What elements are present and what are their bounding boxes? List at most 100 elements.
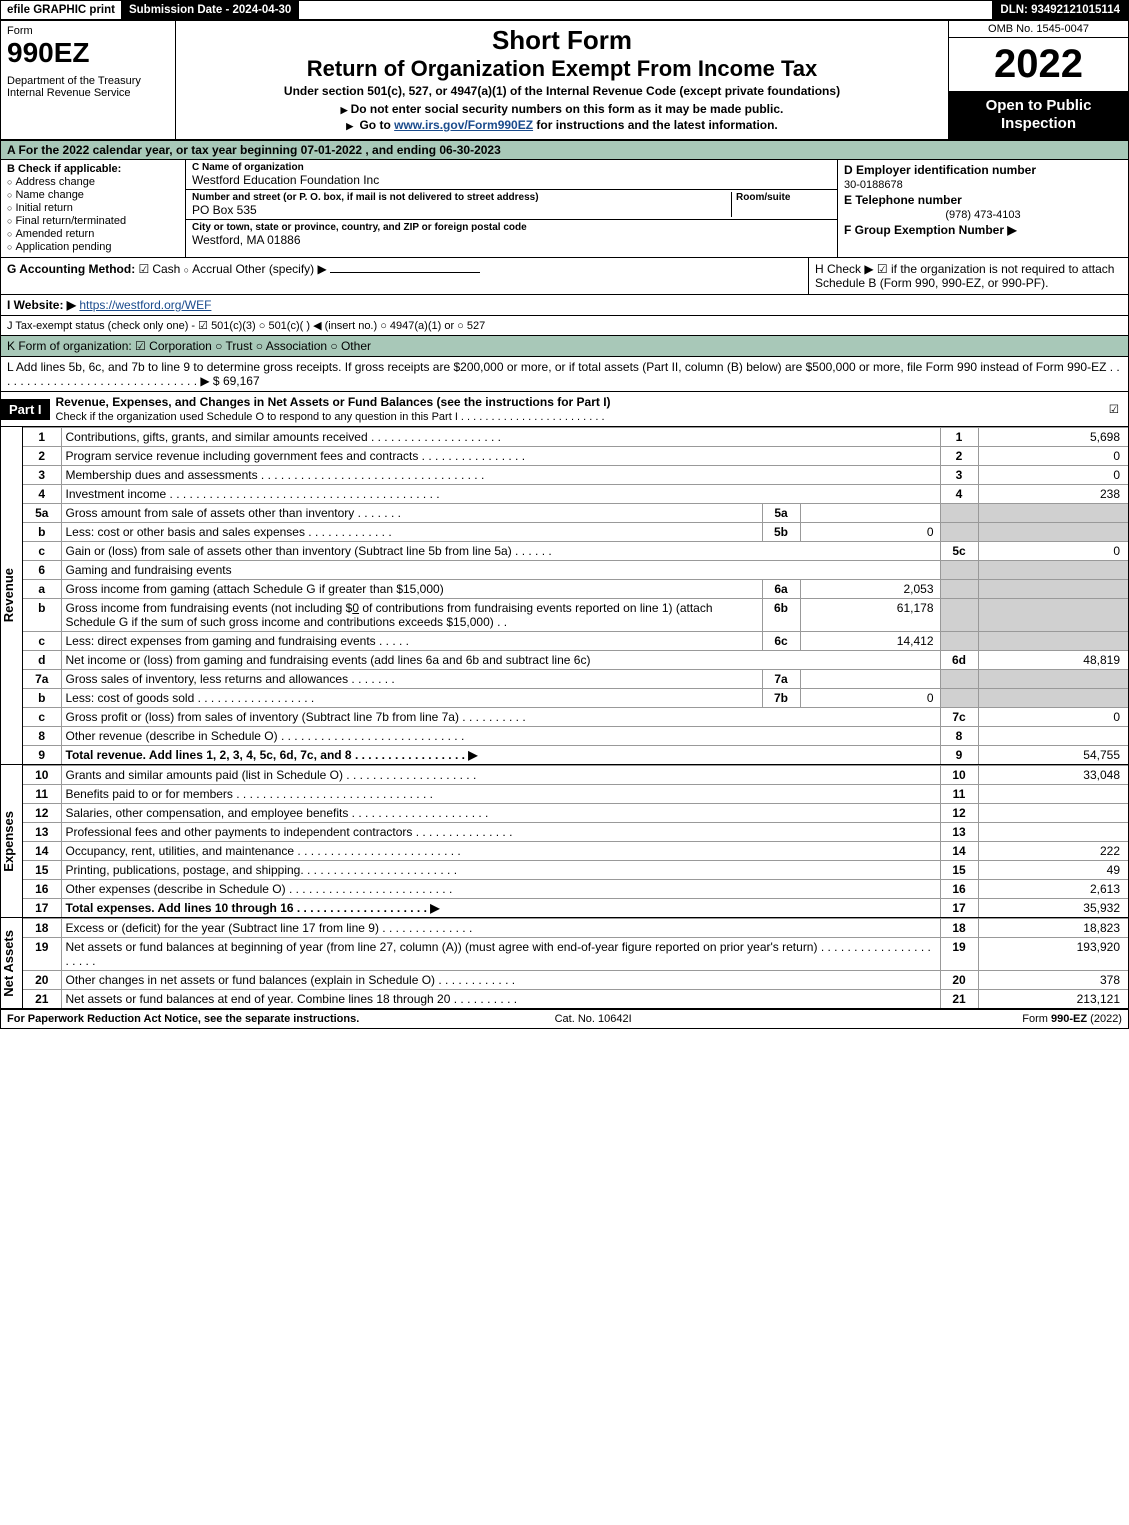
row-5c: cGain or (loss) from sale of assets othe… [23, 542, 1128, 561]
form-word: Form [7, 25, 169, 37]
tel-label: E Telephone number [844, 193, 1122, 207]
b-header: B Check if applicable: [7, 163, 179, 175]
header-right: OMB No. 1545-0047 2022 Open to Public In… [948, 21, 1128, 139]
row-7b: bLess: cost of goods sold . . . . . . . … [23, 689, 1128, 708]
footer-right: Form 990-EZ (2022) [1022, 1013, 1122, 1025]
goto-note: Go to www.irs.gov/Form990EZ for instruct… [184, 118, 940, 132]
schedule-o-check[interactable] [1109, 402, 1128, 416]
dln-label: DLN: 93492121015114 [992, 1, 1128, 19]
section-identity: B Check if applicable: Address change Na… [1, 160, 1128, 258]
section-d: D Employer identification number 30-0188… [838, 160, 1128, 257]
footer-right-pre: Form [1022, 1013, 1051, 1025]
expenses-section: Expenses 10Grants and similar amounts pa… [1, 765, 1128, 918]
row-6b: bGross income from fundraising events (n… [23, 599, 1128, 632]
row-18: 18Excess or (deficit) for the year (Subt… [23, 919, 1128, 938]
part-i-title-text: Revenue, Expenses, and Changes in Net As… [56, 395, 611, 409]
chk-final-return[interactable]: Final return/terminated [7, 215, 179, 227]
row-5a: 5aGross amount from sale of assets other… [23, 504, 1128, 523]
netassets-section: Net Assets 18Excess or (deficit) for the… [1, 918, 1128, 1008]
row-1: 1Contributions, gifts, grants, and simil… [23, 428, 1128, 447]
row-9: 9Total revenue. Add lines 1, 2, 3, 4, 5c… [23, 746, 1128, 765]
city-label: City or town, state or province, country… [192, 222, 831, 233]
city-val: Westford, MA 01886 [192, 233, 831, 247]
group-exempt-label: F Group Exemption Number ▶ [844, 223, 1122, 237]
form-container: efile GRAPHIC print Submission Date - 20… [0, 0, 1129, 1029]
other-specify: Other (specify) ▶ [235, 262, 326, 276]
row-20: 20Other changes in net assets or fund ba… [23, 971, 1128, 990]
section-c: C Name of organization Westford Educatio… [186, 160, 838, 257]
part-i-badge: Part I [1, 399, 50, 420]
chk-cash[interactable]: Cash [139, 262, 181, 276]
ssn-note: Do not enter social security numbers on … [184, 102, 940, 116]
section-b: B Check if applicable: Address change Na… [1, 160, 186, 257]
line-l: L Add lines 5b, 6c, and 7b to line 9 to … [1, 357, 1128, 392]
r9-bold: Total revenue. Add lines 1, 2, 3, 4, 5c,… [66, 748, 478, 762]
line-g-h: G Accounting Method: Cash Accrual Other … [1, 258, 1128, 295]
row-17: 17Total expenses. Add lines 10 through 1… [23, 899, 1128, 918]
header-left: Form 990EZ Department of the Treasury In… [1, 21, 176, 139]
expenses-table: 10Grants and similar amounts paid (list … [23, 765, 1128, 917]
footer-center: Cat. No. 10642I [555, 1013, 632, 1025]
arrow-icon [346, 118, 356, 132]
part-i-check-note: Check if the organization used Schedule … [56, 411, 605, 423]
row-15: 15Printing, publications, postage, and s… [23, 861, 1128, 880]
top-bar: efile GRAPHIC print Submission Date - 20… [1, 1, 1128, 21]
row-16: 16Other expenses (describe in Schedule O… [23, 880, 1128, 899]
room-label: Room/suite [736, 192, 831, 203]
row-12: 12Salaries, other compensation, and empl… [23, 804, 1128, 823]
row-4: 4Investment income . . . . . . . . . . .… [23, 485, 1128, 504]
line-l-val: 69,167 [223, 374, 260, 388]
part-i-header-row: Part I Revenue, Expenses, and Changes in… [1, 392, 1128, 427]
line-l-text: L Add lines 5b, 6c, and 7b to line 9 to … [7, 360, 1120, 388]
footer-right-post: (2022) [1090, 1013, 1122, 1025]
chk-pending[interactable]: Application pending [7, 241, 179, 253]
row-11: 11Benefits paid to or for members . . . … [23, 785, 1128, 804]
row-13: 13Professional fees and other payments t… [23, 823, 1128, 842]
tel-value: (978) 473-4103 [844, 209, 1122, 221]
revenue-table: 1Contributions, gifts, grants, and simil… [23, 427, 1128, 764]
chk-address-change[interactable]: Address change [7, 176, 179, 188]
ein-label: D Employer identification number [844, 163, 1122, 177]
tax-year: 2022 [949, 38, 1128, 91]
row-7c: cGross profit or (loss) from sales of in… [23, 708, 1128, 727]
revenue-vlabel: Revenue [1, 568, 22, 622]
row-6d: dNet income or (loss) from gaming and fu… [23, 651, 1128, 670]
efile-label: efile GRAPHIC print [1, 2, 121, 18]
chk-initial-return[interactable]: Initial return [7, 202, 179, 214]
addr-label: Number and street (or P. O. box, if mail… [192, 192, 731, 203]
row-7a: 7aGross sales of inventory, less returns… [23, 670, 1128, 689]
row-5b: bLess: cost or other basis and sales exp… [23, 523, 1128, 542]
other-blank[interactable] [330, 272, 480, 273]
row-8: 8Other revenue (describe in Schedule O) … [23, 727, 1128, 746]
main-title: Return of Organization Exempt From Incom… [184, 56, 940, 82]
footer-left: For Paperwork Reduction Act Notice, see … [7, 1013, 359, 1025]
row-6a: aGross income from gaming (attach Schedu… [23, 580, 1128, 599]
netassets-table: 18Excess or (deficit) for the year (Subt… [23, 918, 1128, 1008]
c-name-label: C Name of organization [192, 162, 831, 173]
row-21: 21Net assets or fund balances at end of … [23, 990, 1128, 1009]
chk-accrual[interactable]: Accrual [184, 262, 232, 276]
omb-number: OMB No. 1545-0047 [949, 21, 1128, 38]
chk-name-change[interactable]: Name change [7, 189, 179, 201]
r6b-zero: 0 [352, 601, 359, 615]
line-i: I Website: ▶ https://westford.org/WEF [1, 295, 1128, 316]
dept-label: Department of the Treasury [7, 75, 169, 87]
irs-link[interactable]: www.irs.gov/Form990EZ [394, 118, 533, 132]
ein-value: 30-0188678 [844, 179, 1122, 191]
inspection-label: Open to Public Inspection [949, 91, 1128, 139]
row-6: 6Gaming and fundraising events [23, 561, 1128, 580]
revenue-section: Revenue 1Contributions, gifts, grants, a… [1, 427, 1128, 765]
g-label: G Accounting Method: [7, 262, 135, 276]
footer-right-bold: 990-EZ [1051, 1013, 1087, 1025]
line-h: H Check ▶ ☑ if the organization is not r… [808, 258, 1128, 294]
website-link[interactable]: https://westford.org/WEF [79, 298, 211, 312]
netassets-vlabel: Net Assets [1, 930, 22, 997]
chk-amended[interactable]: Amended return [7, 228, 179, 240]
po-box: PO Box 535 [192, 203, 731, 217]
page-footer: For Paperwork Reduction Act Notice, see … [1, 1008, 1128, 1028]
row-19: 19Net assets or fund balances at beginni… [23, 938, 1128, 971]
submission-date: Submission Date - 2024-04-30 [121, 1, 299, 19]
r17-bold: Total expenses. Add lines 10 through 16 … [66, 901, 440, 915]
row-10: 10Grants and similar amounts paid (list … [23, 766, 1128, 785]
line-j: J Tax-exempt status (check only one) - ☑… [1, 316, 1128, 336]
